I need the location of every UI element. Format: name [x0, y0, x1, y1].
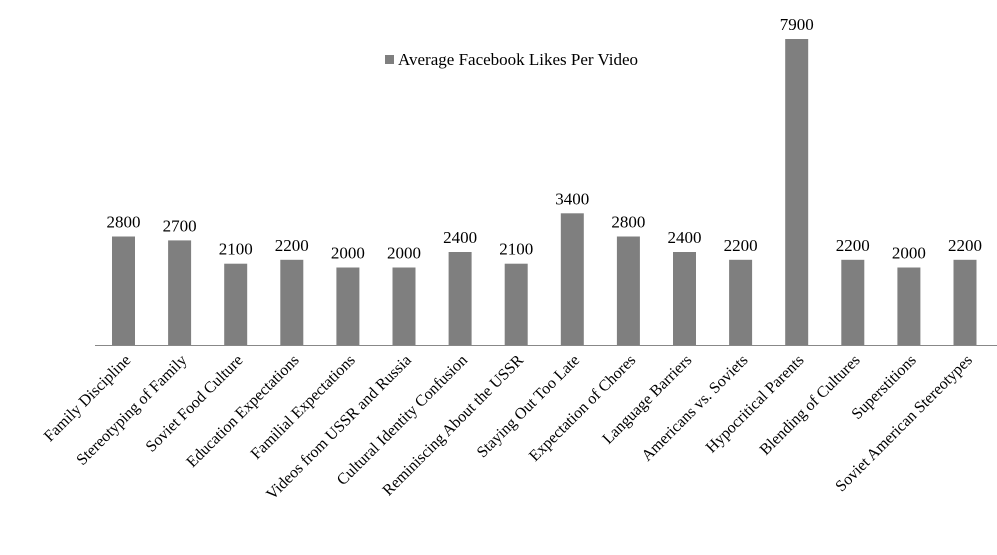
legend-swatch — [385, 55, 394, 64]
data-label: 2000 — [331, 244, 365, 263]
data-label: 7900 — [780, 15, 814, 34]
data-label: 2800 — [611, 213, 645, 232]
x-tick-label: Soviet Food Culture — [143, 352, 247, 456]
bar — [616, 236, 640, 345]
x-tick-label: Stereotyping of Family — [73, 352, 190, 469]
data-label: 2200 — [948, 236, 982, 255]
data-label: 2700 — [163, 216, 197, 235]
bar — [841, 259, 865, 345]
bar — [280, 259, 304, 345]
legend: Average Facebook Likes Per Video — [385, 50, 638, 69]
bar — [112, 236, 135, 345]
bar — [504, 263, 528, 345]
value-labels-layer: 2800 2700 2100 2200 2000 2000 2400 2100 3400 2800… — [107, 15, 983, 263]
data-label: 2100 — [499, 240, 533, 259]
bar — [560, 213, 584, 345]
bar — [785, 39, 809, 345]
x-tick-label: Staying Out Too Late — [474, 352, 583, 461]
data-label: 2200 — [836, 236, 870, 255]
data-label: 3400 — [555, 189, 589, 208]
x-tick-label: Hypocritical Parents — [703, 352, 808, 457]
data-label: 2000 — [892, 244, 926, 263]
x-tick-label: Familial Expectations — [248, 352, 359, 463]
data-label: 2400 — [668, 228, 702, 247]
bar — [392, 267, 416, 345]
x-tick-label: Blending of Cultures — [757, 352, 864, 459]
bar — [953, 259, 977, 345]
data-label: 2100 — [219, 240, 253, 259]
data-label: 2800 — [107, 213, 141, 232]
bar — [168, 240, 192, 345]
bar — [224, 263, 248, 345]
x-tick-label: Education Expectations — [183, 352, 302, 471]
data-label: 2200 — [724, 236, 758, 255]
bar — [729, 259, 753, 345]
legend-label: Average Facebook Likes Per Video — [398, 50, 638, 69]
x-tick-label: Expectation of Chores — [526, 352, 639, 465]
x-tick-label: Americans vs. Soviets — [639, 352, 752, 465]
bar — [336, 267, 360, 345]
bar — [897, 267, 921, 345]
bars-layer — [112, 39, 977, 345]
bar — [448, 252, 472, 345]
bar — [673, 252, 696, 345]
data-label: 2400 — [443, 228, 477, 247]
data-label: 2000 — [387, 244, 421, 263]
data-label: 2200 — [275, 236, 309, 255]
